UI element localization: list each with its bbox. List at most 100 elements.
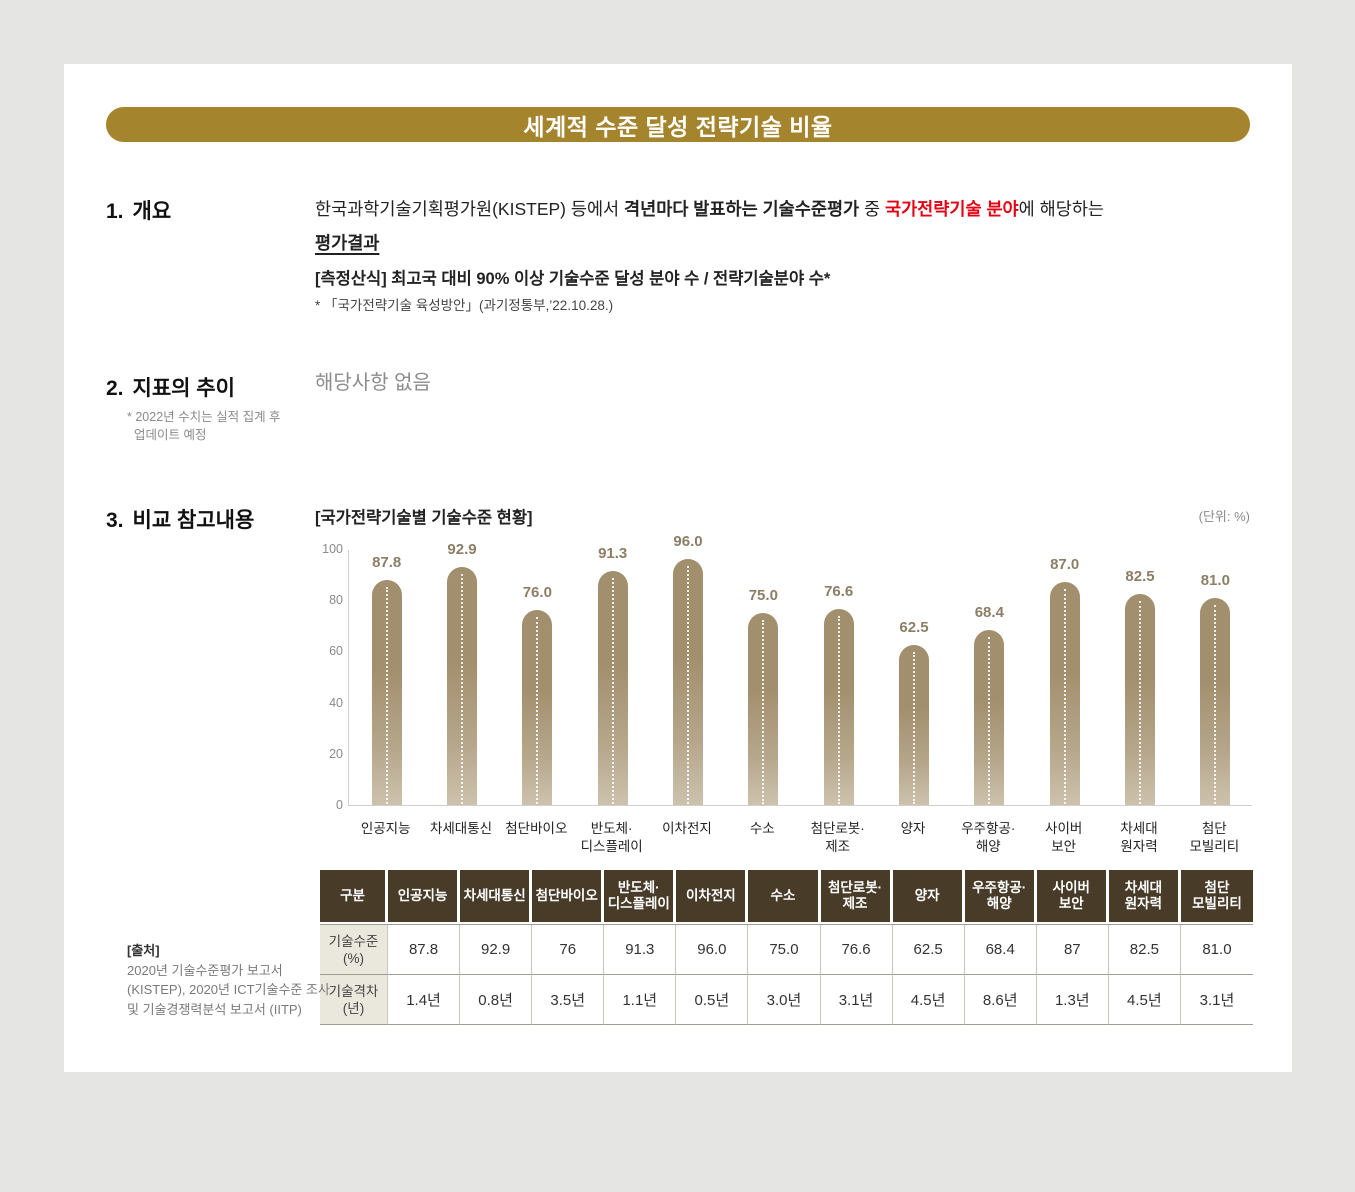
table-cell: 3.0년 xyxy=(748,975,821,1025)
chart-title: [국가전략기술별 기술수준 현황] xyxy=(315,509,533,527)
chart-header-row: [국가전략기술별 기술수준 현황] (단위: %) xyxy=(315,504,1250,528)
table-body: 기술수준 (%) 87.8 92.9 76 91.3 96.0 75.0 76.6 62.5 68… xyxy=(320,924,1253,1025)
bar-column: 76.6 xyxy=(801,549,876,805)
table-cell: 76 xyxy=(532,925,605,975)
bar-center-dotted-line xyxy=(536,617,539,804)
footnote-line2: 업데이트 예정 xyxy=(134,428,207,442)
table-cell: 82.5 xyxy=(1108,925,1181,975)
table-cell: 87.8 xyxy=(388,925,461,975)
bar xyxy=(1200,597,1231,805)
source-note: [출처] 2020년 기술수준평가 보고서 (KISTEP), 2020년 IC… xyxy=(127,941,333,1019)
x-axis-category-label: 수소 xyxy=(749,821,775,836)
bar-column: 62.5 xyxy=(876,549,951,805)
table-cell: 81.0 xyxy=(1180,925,1253,975)
table-cell: 3.5년 xyxy=(532,975,605,1025)
para-underlined-text: 평가결과 xyxy=(315,233,380,253)
bar-column: 76.0 xyxy=(500,549,575,805)
x-axis-category-label: 반도체· 디스플레이 xyxy=(580,821,643,854)
para-red-text: 국가전략기술 분야 xyxy=(884,199,1019,219)
section2-number: 2. xyxy=(106,377,124,400)
table-header-cell: 차세대 원자력 xyxy=(1108,870,1181,924)
table-row-label: 기술격차 (년) xyxy=(320,975,388,1025)
table-cell: 62.5 xyxy=(892,925,965,975)
bar-value-label: 76.0 xyxy=(522,584,552,602)
x-axis-category-label: 사이버 보안 xyxy=(1045,821,1083,854)
bar xyxy=(748,613,779,805)
table-cell: 0.5년 xyxy=(676,975,749,1025)
table-header-cell: 첨단로봇· 제조 xyxy=(820,870,893,924)
bar-column: 82.5 xyxy=(1102,549,1177,805)
x-axis-category-label: 이차전지 xyxy=(662,821,712,836)
bar-center-dotted-line xyxy=(1214,604,1217,804)
measurement-formula: [측정산식] 최고국 대비 90% 이상 기술수준 달성 분야 수 / 전략기술… xyxy=(315,270,831,288)
table-header-cell: 첨단 모빌리티 xyxy=(1180,870,1253,924)
table-header-cell: 우주항공· 해양 xyxy=(964,870,1037,924)
y-axis-tick-label: 40 xyxy=(329,695,343,710)
bar-value-label: 96.0 xyxy=(673,533,703,551)
bar-column: 87.8 xyxy=(349,549,424,805)
table-cell: 8.6년 xyxy=(964,975,1037,1025)
section1-title: 개요 xyxy=(132,200,172,223)
chart-plot: 87.8 92.9 76.0 91.3 96.0 75.0 76.6 62.5 68.4 87.0… xyxy=(348,533,1253,806)
table-cell: 1.1년 xyxy=(604,975,677,1025)
table-cell: 75.0 xyxy=(748,925,821,975)
section3-title: 비교 참고내용 xyxy=(132,509,255,532)
table-row: 기술수준 (%) 87.8 92.9 76 91.3 96.0 75.0 76.6 62.5 68… xyxy=(320,925,1253,975)
bar-center-dotted-line xyxy=(611,578,614,804)
section1-paragraph: 한국과학기술기획평가원(KISTEP) 등에서 격년마다 발표하는 기술수준평가… xyxy=(315,192,1275,260)
table-header-cell: 차세대통신 xyxy=(460,870,533,924)
section2-footnote: * 2022년 수치는 실적 집계 후 업데이트 예정 xyxy=(127,408,281,444)
bar-center-dotted-line xyxy=(385,587,388,804)
section2-content: 해당사항 없음 xyxy=(315,372,431,394)
y-axis-tick-label: 80 xyxy=(329,593,343,608)
table-cell: 76.6 xyxy=(820,925,893,975)
table-cell: 68.4 xyxy=(964,925,1037,975)
table-header-cell: 이차전지 xyxy=(676,870,749,924)
bar-column: 75.0 xyxy=(726,549,801,805)
bar-value-label: 75.0 xyxy=(748,587,778,604)
source-label: [출처] xyxy=(127,943,160,958)
section1-number: 1. xyxy=(106,200,124,223)
y-axis-tick-label: 0 xyxy=(336,798,343,812)
y-axis-tick-label: 100 xyxy=(322,542,343,556)
report-card: 세계적 수준 달성 전략기술 비율 1. 개요 한국과학기술기획평가원(KISTE… xyxy=(64,64,1292,1072)
table-row: 기술격차 (년) 1.4년 0.8년 3.5년 1.1년 0.5년 3.0년 3.1년 4.5년… xyxy=(320,975,1253,1025)
para-text: 에 해당하는 xyxy=(1018,199,1105,219)
x-axis-category-label: 첨단로봇· 제조 xyxy=(810,821,865,854)
bar-column: 87.0 xyxy=(1027,549,1102,805)
table-cell: 87 xyxy=(1036,925,1109,975)
footnote-line1: * 2022년 수치는 실적 집계 후 xyxy=(127,410,281,424)
bar-center-dotted-line xyxy=(912,652,915,804)
table-header-row: 구분 인공지능 차세대통신 첨단바이오 반도체· 디스플레이 이차전지 수소 첨단로봇· 제조… xyxy=(320,870,1253,924)
bar-value-label: 81.0 xyxy=(1200,571,1230,589)
section3-heading: 3. 비교 참고내용 xyxy=(106,504,254,534)
bar xyxy=(371,580,402,805)
bar xyxy=(672,559,703,805)
bar xyxy=(823,608,854,805)
bar-value-label: 87.8 xyxy=(372,554,402,572)
bar xyxy=(597,571,628,805)
bar-center-dotted-line xyxy=(762,620,765,804)
table-cell: 1.3년 xyxy=(1036,975,1109,1025)
bar-column: 96.0 xyxy=(650,533,725,805)
table-row-label: 기술수준 (%) xyxy=(320,925,388,975)
table-header-cell: 인공지능 xyxy=(388,870,461,924)
bar-value-label: 91.3 xyxy=(598,545,628,563)
x-axis-category-label: 첨단바이오 xyxy=(505,821,568,836)
y-axis: 0 20 40 60 80 100 xyxy=(315,537,343,837)
y-axis-tick-label: 60 xyxy=(329,644,343,659)
bar xyxy=(1049,582,1080,805)
bar-chart: 0 20 40 60 80 100 87.8 92.9 76.0 91.3 96.0 75.0 76.… xyxy=(315,533,1253,867)
x-axis-category-label: 첨단 모빌리티 xyxy=(1189,821,1240,854)
bar-value-label: 76.6 xyxy=(824,582,854,600)
table-cell: 96.0 xyxy=(676,925,749,975)
x-axis-category-label: 차세대통신 xyxy=(429,821,493,836)
table-cell: 0.8년 xyxy=(460,975,533,1025)
y-axis-tick-label: 20 xyxy=(329,746,343,761)
bar-center-dotted-line xyxy=(686,566,689,804)
x-axis-category-label: 차세대 원자력 xyxy=(1120,821,1158,854)
bar-column: 81.0 xyxy=(1178,549,1253,805)
section2-title: 지표의 추이 xyxy=(132,377,235,400)
table-cell: 4.5년 xyxy=(892,975,965,1025)
table-cell: 3.1년 xyxy=(1180,975,1253,1025)
